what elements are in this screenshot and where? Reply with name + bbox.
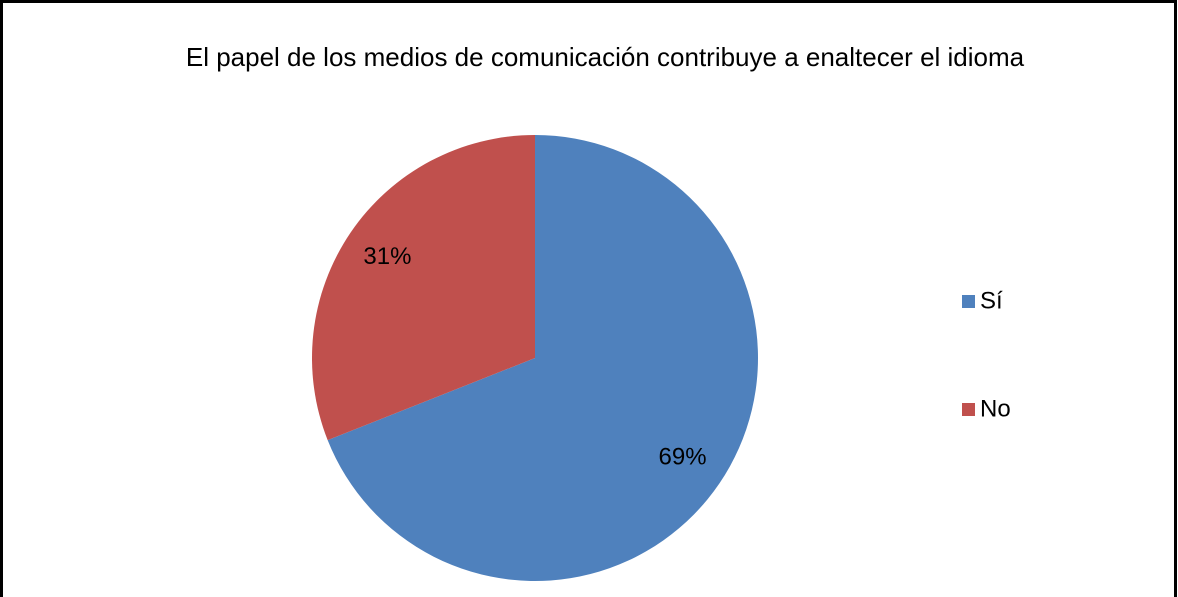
data-label: 69%: [659, 444, 707, 471]
legend-swatch: [962, 295, 975, 308]
legend-swatch: [962, 403, 975, 416]
data-label: 31%: [363, 243, 411, 270]
pie-slice: [327, 135, 758, 582]
legend-label: Sí: [980, 287, 1003, 314]
legend-label: No: [980, 395, 1011, 422]
chart-title: El papel de los medios de comunicación c…: [185, 42, 1025, 72]
pie-slice: [312, 135, 535, 441]
